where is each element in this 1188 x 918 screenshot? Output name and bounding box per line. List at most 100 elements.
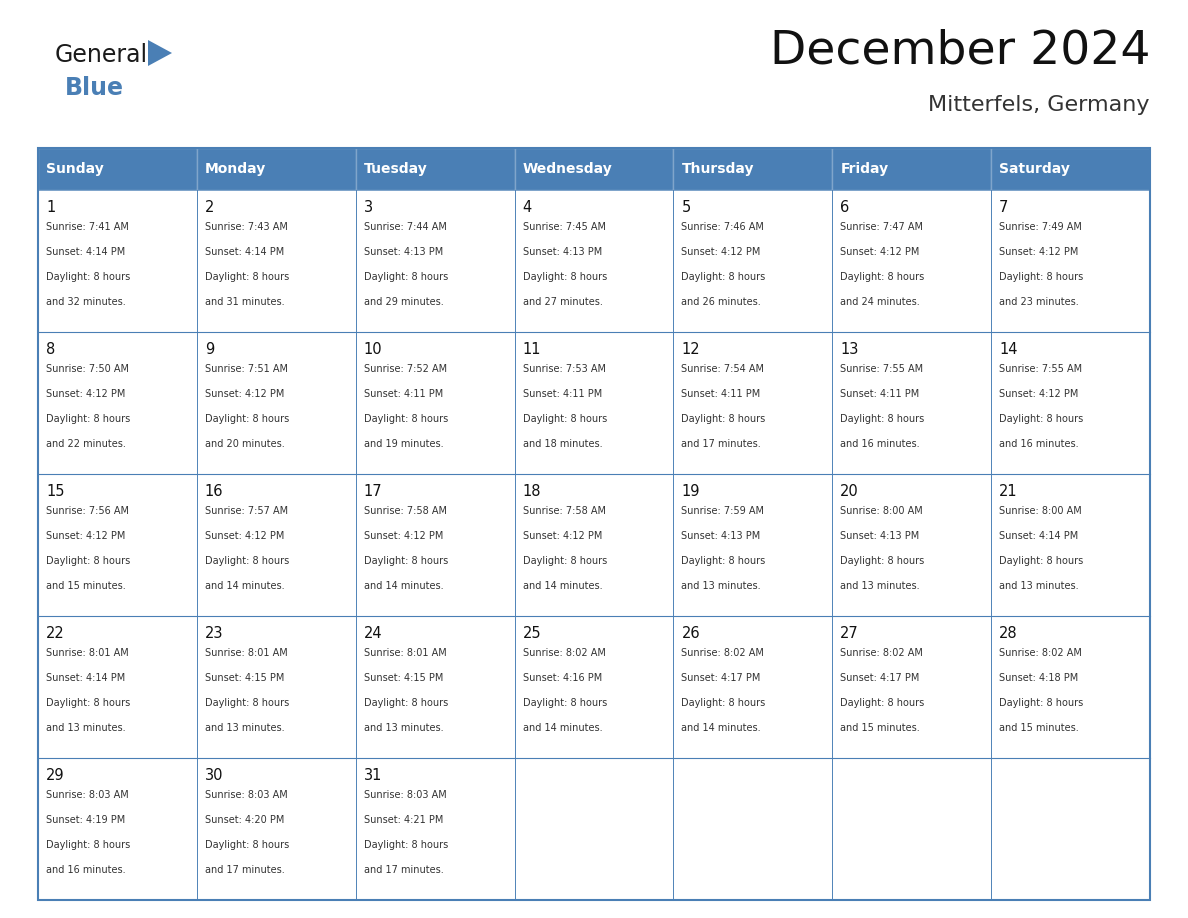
Text: Daylight: 8 hours: Daylight: 8 hours <box>204 555 289 565</box>
Text: Sunset: 4:14 PM: Sunset: 4:14 PM <box>204 247 284 257</box>
Text: Sunset: 4:11 PM: Sunset: 4:11 PM <box>682 389 760 398</box>
Text: Sunset: 4:12 PM: Sunset: 4:12 PM <box>204 531 284 541</box>
Text: 16: 16 <box>204 484 223 499</box>
Text: 27: 27 <box>840 626 859 641</box>
Text: Sunset: 4:11 PM: Sunset: 4:11 PM <box>523 389 602 398</box>
Text: Daylight: 8 hours: Daylight: 8 hours <box>523 555 607 565</box>
Text: Sunset: 4:12 PM: Sunset: 4:12 PM <box>46 531 126 541</box>
Text: Daylight: 8 hours: Daylight: 8 hours <box>840 414 924 424</box>
Text: and 32 minutes.: and 32 minutes. <box>46 297 126 307</box>
Text: 22: 22 <box>46 626 65 641</box>
Text: and 17 minutes.: and 17 minutes. <box>364 865 443 875</box>
Text: and 31 minutes.: and 31 minutes. <box>204 297 284 307</box>
Text: 17: 17 <box>364 484 383 499</box>
Bar <box>514 148 674 190</box>
Text: Sunset: 4:13 PM: Sunset: 4:13 PM <box>682 531 760 541</box>
Text: Sunrise: 8:00 AM: Sunrise: 8:00 AM <box>999 506 1082 516</box>
Text: and 16 minutes.: and 16 minutes. <box>46 865 126 875</box>
Text: Sunrise: 7:58 AM: Sunrise: 7:58 AM <box>523 506 606 516</box>
Text: Sunset: 4:15 PM: Sunset: 4:15 PM <box>204 673 284 683</box>
Text: and 14 minutes.: and 14 minutes. <box>682 722 762 733</box>
Bar <box>991 758 1150 900</box>
Text: and 20 minutes.: and 20 minutes. <box>204 439 285 449</box>
Bar <box>355 616 514 758</box>
Text: 2: 2 <box>204 200 214 215</box>
Text: 3: 3 <box>364 200 373 215</box>
Bar <box>38 332 197 474</box>
Bar <box>38 148 197 190</box>
Bar <box>833 616 991 758</box>
Text: Sunrise: 8:00 AM: Sunrise: 8:00 AM <box>840 506 923 516</box>
Text: Sunset: 4:19 PM: Sunset: 4:19 PM <box>46 815 125 825</box>
Text: Sunset: 4:13 PM: Sunset: 4:13 PM <box>364 247 443 257</box>
Text: Sunrise: 7:41 AM: Sunrise: 7:41 AM <box>46 222 128 232</box>
Text: Sunset: 4:11 PM: Sunset: 4:11 PM <box>840 389 920 398</box>
Bar <box>991 616 1150 758</box>
Text: Sunrise: 8:03 AM: Sunrise: 8:03 AM <box>46 790 128 800</box>
Text: 21: 21 <box>999 484 1018 499</box>
Text: and 22 minutes.: and 22 minutes. <box>46 439 126 449</box>
Bar <box>674 148 833 190</box>
Text: 26: 26 <box>682 626 700 641</box>
Text: and 13 minutes.: and 13 minutes. <box>999 580 1079 590</box>
Bar <box>355 148 514 190</box>
Text: 9: 9 <box>204 342 214 357</box>
Text: Mitterfels, Germany: Mitterfels, Germany <box>929 95 1150 115</box>
Bar <box>355 190 514 332</box>
Text: 29: 29 <box>46 768 64 783</box>
Text: Daylight: 8 hours: Daylight: 8 hours <box>682 272 766 282</box>
Text: Sunrise: 8:02 AM: Sunrise: 8:02 AM <box>840 648 923 658</box>
Bar <box>991 474 1150 616</box>
Bar <box>674 758 833 900</box>
Bar <box>197 190 355 332</box>
Text: Sunrise: 7:44 AM: Sunrise: 7:44 AM <box>364 222 447 232</box>
Text: Daylight: 8 hours: Daylight: 8 hours <box>204 840 289 850</box>
Text: Daylight: 8 hours: Daylight: 8 hours <box>364 698 448 708</box>
Text: Sunrise: 8:03 AM: Sunrise: 8:03 AM <box>204 790 287 800</box>
Text: 11: 11 <box>523 342 541 357</box>
Text: Sunrise: 8:02 AM: Sunrise: 8:02 AM <box>523 648 606 658</box>
Text: Sunset: 4:13 PM: Sunset: 4:13 PM <box>523 247 602 257</box>
Text: Tuesday: Tuesday <box>364 162 428 176</box>
Text: Sunrise: 7:50 AM: Sunrise: 7:50 AM <box>46 364 129 374</box>
Bar <box>197 332 355 474</box>
Text: Sunrise: 7:56 AM: Sunrise: 7:56 AM <box>46 506 129 516</box>
Text: 6: 6 <box>840 200 849 215</box>
Bar <box>674 474 833 616</box>
Text: General: General <box>55 43 148 67</box>
Bar <box>833 758 991 900</box>
Text: Sunrise: 8:02 AM: Sunrise: 8:02 AM <box>999 648 1082 658</box>
Text: Sunset: 4:12 PM: Sunset: 4:12 PM <box>999 247 1079 257</box>
Text: and 14 minutes.: and 14 minutes. <box>523 722 602 733</box>
Text: and 13 minutes.: and 13 minutes. <box>364 722 443 733</box>
Bar <box>514 190 674 332</box>
Bar <box>355 332 514 474</box>
Text: 19: 19 <box>682 484 700 499</box>
Text: Sunrise: 7:58 AM: Sunrise: 7:58 AM <box>364 506 447 516</box>
Text: 18: 18 <box>523 484 541 499</box>
Text: Daylight: 8 hours: Daylight: 8 hours <box>682 555 766 565</box>
Text: Daylight: 8 hours: Daylight: 8 hours <box>523 698 607 708</box>
Text: Sunrise: 7:51 AM: Sunrise: 7:51 AM <box>204 364 287 374</box>
Text: 24: 24 <box>364 626 383 641</box>
Text: and 16 minutes.: and 16 minutes. <box>840 439 920 449</box>
Text: Blue: Blue <box>65 76 124 100</box>
Text: 31: 31 <box>364 768 383 783</box>
Text: Friday: Friday <box>840 162 889 176</box>
Bar <box>674 616 833 758</box>
Text: and 27 minutes.: and 27 minutes. <box>523 297 602 307</box>
Text: Daylight: 8 hours: Daylight: 8 hours <box>999 698 1083 708</box>
Text: and 13 minutes.: and 13 minutes. <box>840 580 920 590</box>
Text: Daylight: 8 hours: Daylight: 8 hours <box>46 414 131 424</box>
Text: 28: 28 <box>999 626 1018 641</box>
Text: Daylight: 8 hours: Daylight: 8 hours <box>46 272 131 282</box>
Bar <box>38 190 197 332</box>
Bar <box>514 332 674 474</box>
Text: 13: 13 <box>840 342 859 357</box>
Text: Wednesday: Wednesday <box>523 162 612 176</box>
Text: Sunset: 4:14 PM: Sunset: 4:14 PM <box>46 673 125 683</box>
Text: Daylight: 8 hours: Daylight: 8 hours <box>204 272 289 282</box>
Text: and 26 minutes.: and 26 minutes. <box>682 297 762 307</box>
Text: Daylight: 8 hours: Daylight: 8 hours <box>46 840 131 850</box>
Bar <box>514 474 674 616</box>
